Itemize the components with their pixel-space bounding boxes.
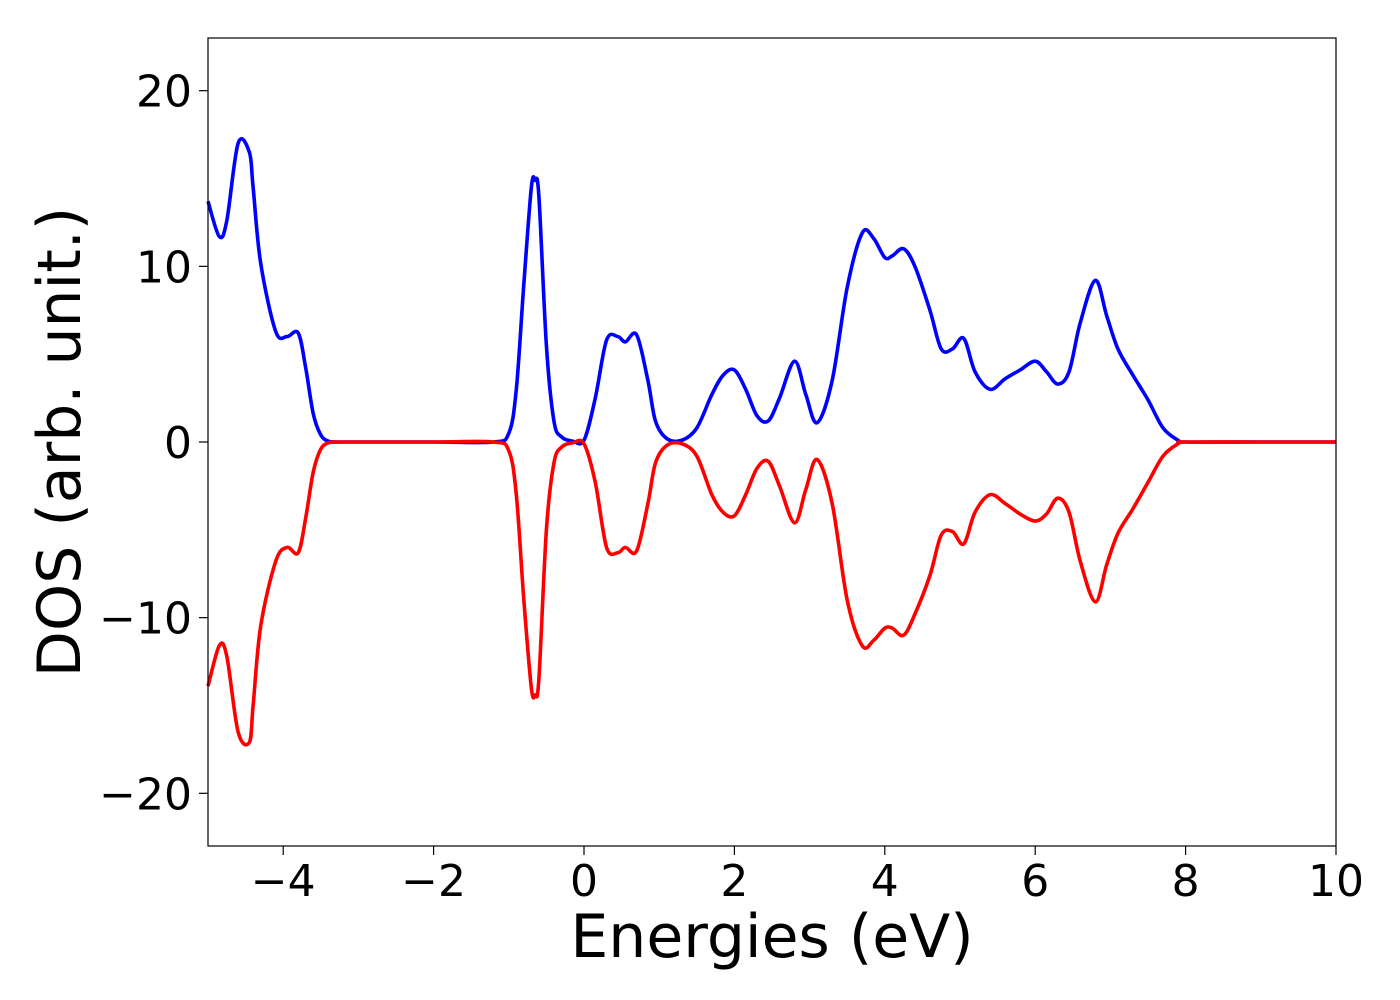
x-tick-label: 6 — [1021, 856, 1049, 907]
x-tick-label: 0 — [570, 856, 598, 907]
y-tick-label: 10 — [136, 242, 192, 293]
y-tick-label: 20 — [136, 67, 192, 118]
x-tick-label: −2 — [401, 856, 466, 907]
x-tick-label: 10 — [1308, 856, 1364, 907]
y-tick-label: −20 — [99, 769, 192, 820]
x-tick-label: 4 — [871, 856, 899, 907]
series-layer — [206, 137, 1336, 747]
y-tick-label: 0 — [164, 418, 192, 469]
x-tick-label: −4 — [251, 856, 316, 907]
x-tick-label: 2 — [720, 856, 748, 907]
series-line-2 — [206, 438, 1336, 747]
x-tick-label: 8 — [1172, 856, 1200, 907]
x-axis-label: Energies (eV) — [570, 902, 973, 972]
x-axis: −4 −2 0 2 4 6 8 10 — [251, 846, 1364, 907]
y-axis-label: DOS (arb. unit.) — [25, 207, 95, 677]
y-axis: 20 10 0 −10 −20 — [99, 67, 208, 820]
y-tick-label: −10 — [99, 594, 192, 645]
